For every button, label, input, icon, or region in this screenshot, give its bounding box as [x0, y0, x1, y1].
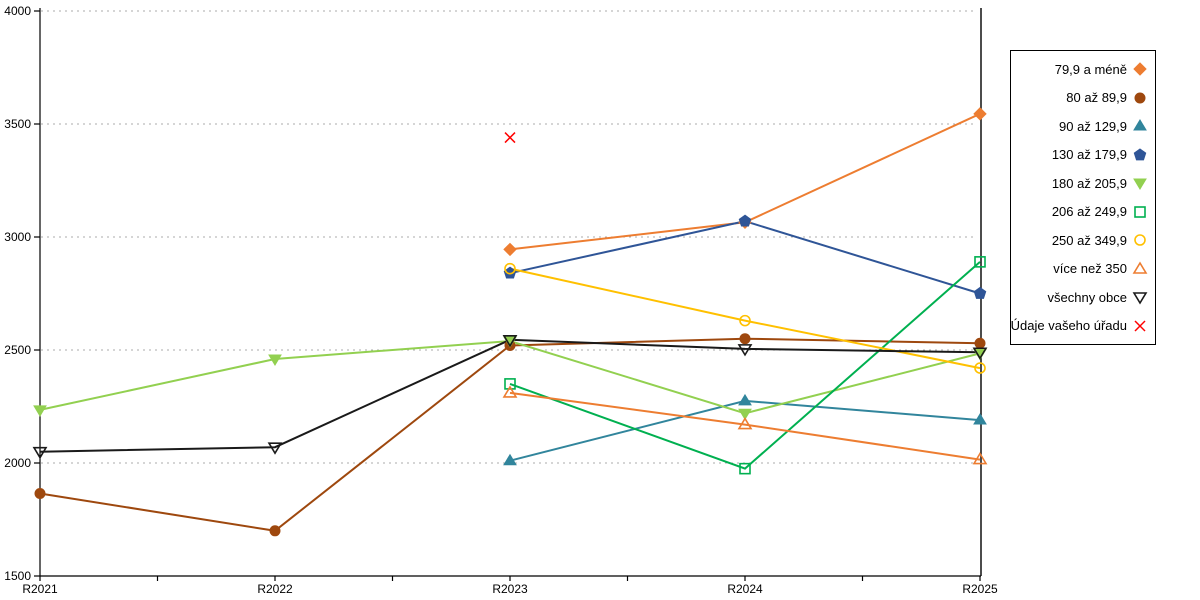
legend-marker-icon	[1133, 119, 1147, 131]
legend-item-2: 90 až 129,9	[1011, 118, 1155, 134]
series-marker-circle	[504, 262, 516, 275]
series-marker-triangle-up	[1133, 119, 1147, 131]
legend-marker-icon	[1133, 62, 1147, 76]
series-marker-circle	[269, 525, 281, 537]
legend-label: 79,9 a méně	[1054, 61, 1127, 77]
legend-item-0: 79,9 a méně	[1011, 61, 1155, 77]
series-marker-diamond	[973, 107, 987, 121]
series-marker-diamond	[1133, 62, 1147, 76]
legend: 79,9 a méně 80 až 89,9 90 až 129,9 130 až 1…	[1010, 50, 1156, 345]
series-marker-triangle-down	[267, 442, 283, 455]
series-marker-pentagon	[738, 214, 752, 227]
legend-marker-icon	[1133, 178, 1147, 191]
series-line	[509, 391, 981, 461]
legend-label: Údaje vašeho úřadu	[1010, 318, 1127, 334]
series-line	[39, 338, 981, 453]
series-marker-triangle-down	[972, 347, 988, 360]
series-marker-triangle-down	[33, 405, 47, 417]
series-marker-triangle-down	[738, 408, 752, 421]
legend-item-3: 130 až 179,9	[1011, 147, 1155, 163]
legend-item-5: 206 až 249,9	[1011, 204, 1155, 220]
series-marker-triangle-down	[502, 335, 518, 348]
legend-marker-icon	[1133, 148, 1147, 161]
series-line	[509, 261, 981, 470]
legend-label: 206 až 249,9	[1051, 204, 1127, 220]
series-marker-x	[504, 132, 516, 144]
legend-item-4: 180 až 205,9	[1011, 175, 1155, 191]
series-marker-circle	[1134, 234, 1146, 247]
series-line	[509, 267, 981, 370]
y-axis-label: 2000	[4, 456, 31, 470]
legend-item-9: Údaje vašeho úřadu	[1011, 318, 1155, 334]
series-line	[509, 220, 981, 295]
legend-label: 180 až 205,9	[1051, 175, 1127, 191]
legend-marker-icon	[1132, 292, 1148, 305]
y-axis-label: 2500	[4, 343, 31, 357]
series-marker-triangle-up	[972, 452, 988, 465]
series-marker-circle	[739, 333, 751, 345]
legend-label: 90 až 129,9	[1059, 118, 1127, 134]
x-axis-label: R2024	[727, 582, 763, 596]
series-marker-triangle-down	[268, 354, 282, 367]
legend-marker-icon	[1134, 234, 1146, 247]
series-marker-triangle-down	[32, 446, 48, 460]
legend-item-7: více než 350	[1011, 261, 1155, 277]
series-marker-pentagon	[1133, 148, 1147, 161]
y-axis-label: 1500	[4, 569, 31, 583]
x-axis-label: R2023	[492, 582, 528, 596]
series-marker-square	[739, 462, 751, 475]
legend-marker-icon	[1134, 92, 1146, 104]
legend-label: 250 až 349,9	[1051, 232, 1127, 248]
y-axis-label: 3500	[4, 117, 31, 131]
legend-label: všechny obce	[1047, 289, 1128, 305]
legend-label: více než 350	[1053, 261, 1127, 277]
series-marker-square	[974, 256, 986, 268]
legend-marker-icon	[1134, 320, 1146, 332]
y-axis-label: 4000	[4, 4, 31, 18]
series-marker-triangle-down	[1133, 178, 1147, 191]
x-axis-label: R2022	[257, 582, 293, 596]
series-marker-triangle-up	[503, 453, 517, 466]
legend-item-6: 250 až 349,9	[1011, 232, 1155, 248]
series-line	[39, 337, 981, 532]
series-marker-square	[504, 378, 516, 390]
legend-item-8: všechny obce	[1011, 289, 1155, 305]
series-marker-triangle-up	[973, 413, 987, 425]
legend-label: 80 až 89,9	[1066, 90, 1127, 106]
series-marker-circle	[974, 337, 986, 349]
legend-marker-icon	[1132, 261, 1148, 274]
series-marker-triangle-up	[502, 385, 518, 398]
series-marker-triangle-down	[1132, 292, 1148, 305]
series-marker-circle	[1134, 92, 1146, 104]
series-marker-pentagon	[973, 286, 987, 299]
series-marker-circle	[974, 362, 986, 374]
x-axis-label: R2021	[22, 582, 58, 596]
series-marker-circle	[34, 488, 46, 500]
x-axis-label: R2025	[962, 582, 998, 596]
series-marker-circle	[739, 314, 751, 327]
series-marker-triangle-down	[737, 344, 753, 357]
legend-item-1: 80 až 89,9	[1011, 90, 1155, 106]
series-marker-triangle-up	[1132, 261, 1148, 274]
legend-label: 130 až 179,9	[1051, 147, 1127, 163]
series-marker-diamond	[503, 242, 517, 257]
series-line	[39, 339, 981, 415]
legend-marker-icon	[1134, 205, 1146, 218]
y-axis-label: 3000	[4, 230, 31, 244]
series-marker-x	[1134, 320, 1146, 332]
series-marker-triangle-up	[738, 393, 752, 406]
series-marker-square	[1134, 205, 1146, 218]
series-marker-triangle-up	[737, 417, 753, 430]
series-line	[509, 112, 981, 251]
